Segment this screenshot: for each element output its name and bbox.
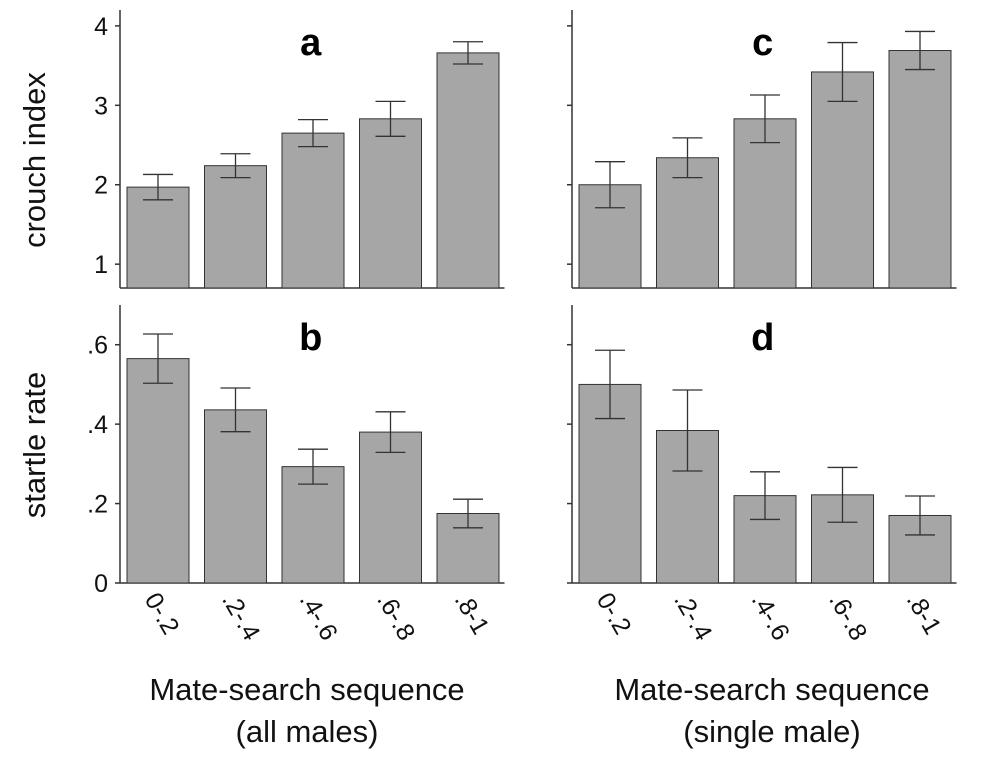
bar (436, 52, 500, 289)
y-tick-label: 0 (94, 570, 108, 598)
y-tick-label: .4 (87, 411, 108, 439)
bar (204, 165, 267, 289)
y-tick-label: 4 (94, 13, 108, 41)
y-tick-label: 3 (94, 92, 108, 120)
x-category-label: 0-.2 (139, 588, 185, 639)
panel-c: c (567, 10, 957, 289)
bar (811, 71, 874, 289)
panel-letter-c: c (752, 22, 773, 64)
ylabel-crouch-index: crouch index (17, 72, 52, 248)
xlabel-right-line1: Mate-search sequence (614, 672, 929, 707)
panel-a: 1 2 3 4 a (94, 10, 505, 289)
bar (656, 157, 719, 289)
xlabel-left-line2: (all males) (236, 714, 379, 749)
bar (733, 118, 797, 289)
panel-d: d 0-.2 .2-.4 .4-.6 .6-.8 .8-1 (567, 305, 957, 645)
panel-letter-b: b (299, 317, 322, 359)
bar (888, 50, 952, 289)
y-tick-label: .2 (87, 491, 108, 519)
x-category-label: .4-.6 (294, 588, 343, 645)
y-tick-label: .6 (87, 332, 108, 360)
bar (126, 186, 190, 289)
bar (126, 358, 190, 584)
x-category-label: 0-.2 (591, 588, 637, 639)
x-category-label: .2-.4 (668, 588, 717, 645)
bar (281, 132, 345, 289)
xlabel-left-line1: Mate-search sequence (149, 672, 464, 707)
ylabel-startle-rate: startle rate (17, 372, 52, 518)
y-tick-label: 2 (94, 172, 108, 200)
x-category-label: .8-1 (449, 588, 495, 639)
x-category-label: .8-1 (901, 588, 947, 639)
bar (204, 409, 267, 584)
panel-b: 0 .2 .4 .6 b 0-.2 .2-.4 .4-.6 .6-.8 .8-1 (87, 305, 505, 645)
bar (359, 431, 422, 584)
panel-letter-d: d (751, 317, 774, 359)
x-category-label: .4-.6 (746, 588, 795, 645)
bar (359, 118, 422, 289)
y-tick-label: 1 (94, 251, 108, 279)
xlabel-right-line2: (single male) (683, 714, 860, 749)
panel-letter-a: a (300, 22, 322, 64)
x-category-label: .6-.8 (823, 588, 872, 645)
bar (281, 466, 345, 584)
x-category-label: .6-.8 (371, 588, 420, 645)
x-category-label: .2-.4 (216, 588, 265, 645)
